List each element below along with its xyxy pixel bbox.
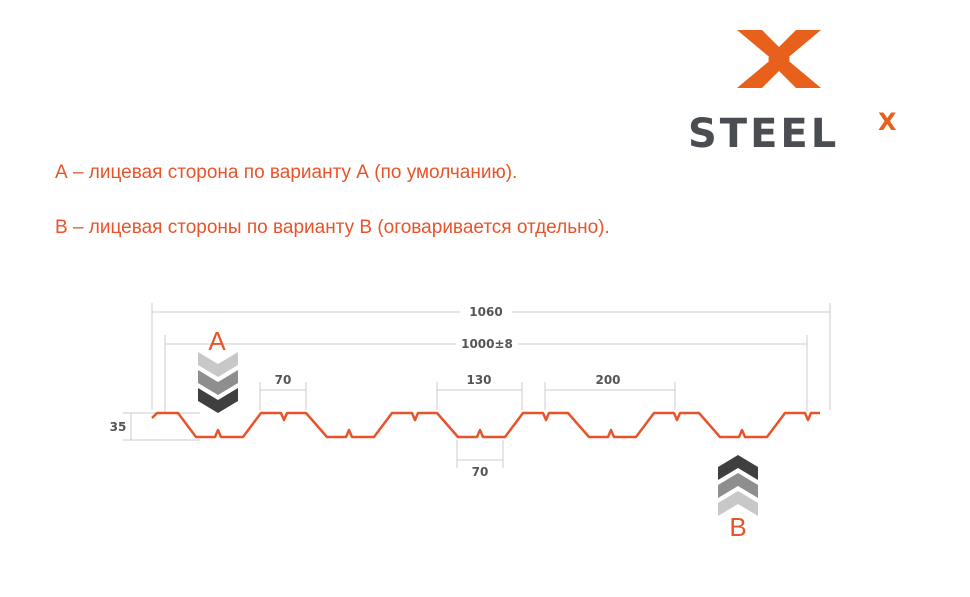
dim-130: 130 <box>466 373 491 387</box>
dim-70-top: 70 <box>275 373 292 387</box>
logo-x-mark <box>737 30 821 88</box>
dim-1000: 1000±8 <box>461 337 513 351</box>
chevrons-a-icon <box>198 352 238 413</box>
note-side-a: А – лицевая сторона по варианту А (по ум… <box>55 162 518 183</box>
dim-35: 35 <box>110 420 127 434</box>
side-a-label: A <box>208 326 226 356</box>
steelx-logo: STEEL X <box>688 30 897 157</box>
dim-1060: 1060 <box>469 305 502 319</box>
logo-superscript: X <box>878 108 897 136</box>
sheet-profile <box>151 411 820 439</box>
dimension-lines <box>123 303 831 468</box>
dim-200: 200 <box>595 373 620 387</box>
chevrons-b-icon <box>718 455 758 516</box>
logo-text: STEEL <box>688 111 839 157</box>
side-b-label: B <box>729 512 746 542</box>
dim-70-bottom: 70 <box>472 465 489 479</box>
note-side-b: В – лицевая стороны по варианту В (огова… <box>55 217 610 238</box>
